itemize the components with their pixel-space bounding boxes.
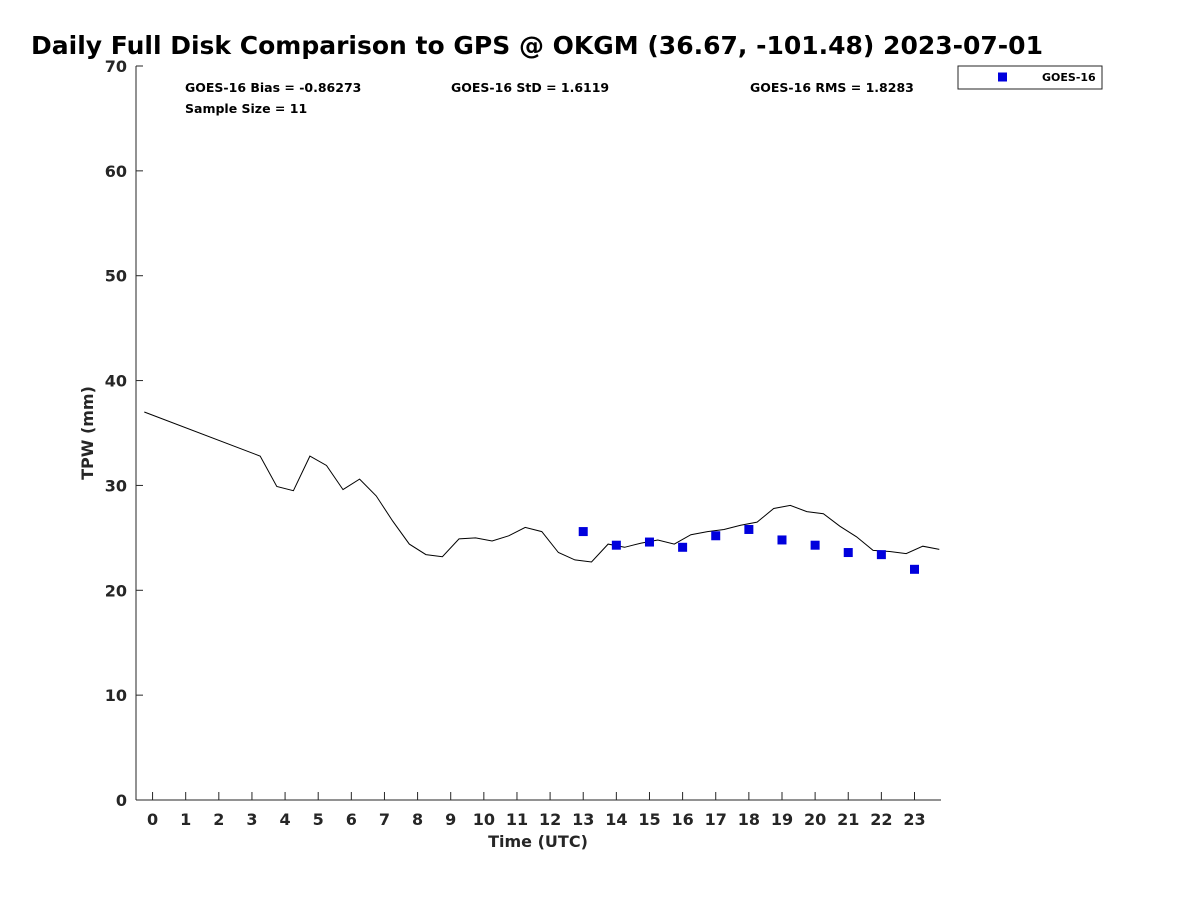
x-tick-label: 21: [837, 810, 859, 829]
y-tick-label: 60: [105, 162, 127, 181]
goes16-point: [777, 535, 787, 545]
y-tick-label: 30: [105, 476, 127, 495]
y-tick-label: 40: [105, 372, 127, 391]
y-tick-label: 0: [116, 791, 127, 810]
x-tick-label: 1: [180, 810, 191, 829]
x-tick-label: 7: [379, 810, 390, 829]
legend-label-goes16: GOES-16: [1042, 71, 1096, 84]
x-tick-label: 9: [445, 810, 456, 829]
x-axis-label: Time (UTC): [488, 832, 588, 851]
goes16-point: [678, 542, 688, 552]
goes16-point: [909, 564, 919, 574]
rms-stat: GOES-16 RMS = 1.8283: [750, 80, 914, 95]
legend-box: [957, 65, 1103, 90]
x-tick-label: 22: [870, 810, 892, 829]
y-axis-label: TPW (mm): [78, 386, 97, 480]
plot-area: [144, 411, 940, 574]
x-tick-label: 11: [506, 810, 528, 829]
x-tick-label: 16: [671, 810, 693, 829]
x-tick-label: 10: [473, 810, 495, 829]
goes16-point: [744, 524, 754, 534]
x-tick-label: 18: [738, 810, 760, 829]
legend: GOES-16: [957, 65, 1103, 90]
x-tick-label: 4: [280, 810, 291, 829]
x-tick-label: 2: [213, 810, 224, 829]
y-tick-label: 20: [105, 581, 127, 600]
x-tick-label: 23: [903, 810, 925, 829]
x-tick-label: 0: [147, 810, 158, 829]
x-tick-label: 17: [705, 810, 727, 829]
x-tick-label: 13: [572, 810, 594, 829]
chart-title: Daily Full Disk Comparison to GPS @ OKGM…: [31, 31, 1043, 60]
x-tick-label: 12: [539, 810, 561, 829]
x-tick-label: 8: [412, 810, 423, 829]
x-tick-label: 20: [804, 810, 826, 829]
goes16-point: [711, 531, 721, 541]
goes16-point: [810, 540, 820, 550]
plot-axes: [135, 66, 941, 801]
x-tick-label: 5: [313, 810, 324, 829]
gps-tpw-line: [144, 411, 940, 563]
x-tick-label: 14: [605, 810, 627, 829]
bias-stat: GOES-16 Bias = -0.86273: [185, 80, 361, 95]
goes16-point: [876, 550, 886, 560]
x-ticks: 0 1 2 3 4 5 6 7 8 9 10 11 12 13 14 15 16 17 18 19 20 21 22 23: [147, 792, 926, 829]
std-stat: GOES-16 StD = 1.6119: [451, 80, 609, 95]
sample-size-stat: Sample Size = 11: [185, 101, 307, 116]
x-tick-label: 3: [246, 810, 257, 829]
y-tick-label: 10: [105, 686, 127, 705]
x-tick-label: 6: [346, 810, 357, 829]
x-tick-label: 15: [638, 810, 660, 829]
goes16-point: [611, 540, 621, 550]
goes16-point: [843, 548, 853, 558]
y-tick-label: 70: [105, 57, 127, 76]
y-tick-label: 50: [105, 267, 127, 286]
y-ticks: 0 10 20 30 40 50 60 70: [105, 57, 143, 810]
x-tick-label: 19: [771, 810, 793, 829]
legend-marker-goes16: [998, 72, 1007, 82]
goes16-point: [644, 537, 654, 547]
goes16-point: [578, 527, 588, 537]
